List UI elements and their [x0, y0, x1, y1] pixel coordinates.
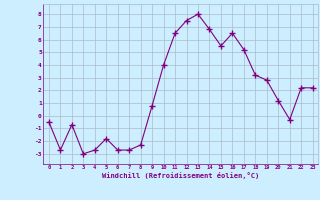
X-axis label: Windchill (Refroidissement éolien,°C): Windchill (Refroidissement éolien,°C): [102, 172, 260, 179]
